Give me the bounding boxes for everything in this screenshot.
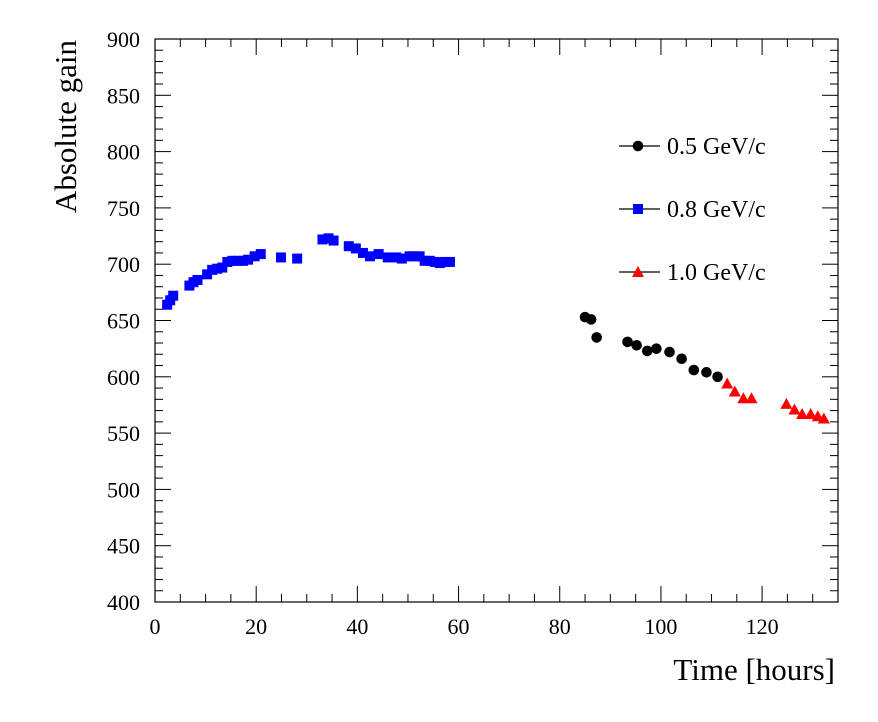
- y-tick-label: 500: [107, 477, 140, 502]
- data-point: [651, 343, 662, 354]
- data-point: [255, 249, 266, 260]
- data-point: [429, 256, 440, 267]
- x-tick-label: 20: [245, 614, 267, 639]
- data-point: [373, 249, 384, 260]
- data-point: [817, 412, 830, 424]
- data-point: [365, 251, 376, 262]
- data-point: [396, 253, 407, 264]
- data-point: [721, 377, 734, 389]
- legend-marker: [632, 140, 644, 152]
- data-point: [232, 255, 243, 266]
- data-point: [424, 255, 435, 266]
- data-point: [712, 371, 723, 383]
- data-point: [444, 256, 455, 267]
- data-point: [780, 397, 793, 409]
- legend-label: 0.8 GeV/c: [667, 197, 766, 223]
- legend-label: 0.5 GeV/c: [667, 134, 766, 160]
- data-point: [323, 233, 334, 244]
- x-tick-label: 40: [346, 614, 368, 639]
- data-points: [162, 233, 830, 424]
- data-point: [641, 345, 653, 357]
- y-tick-label: 850: [107, 83, 140, 108]
- data-point: [202, 269, 213, 280]
- data-point: [168, 290, 179, 301]
- series-triangle: [721, 377, 830, 424]
- x-axis: 0 20 40 60 80 100 120: [150, 39, 839, 639]
- data-point: [631, 339, 642, 351]
- legend-marker: [632, 266, 644, 277]
- data-point: [382, 252, 393, 263]
- data-point: [591, 332, 602, 343]
- x-tick-label: 100: [644, 614, 677, 639]
- y-tick-label: 450: [107, 534, 140, 559]
- y-tick-label: 750: [107, 196, 140, 221]
- data-point: [419, 255, 430, 266]
- data-point: [238, 255, 249, 266]
- data-point: [343, 241, 354, 252]
- data-point: [728, 385, 741, 397]
- x-axis-label: Time [hours]: [673, 652, 835, 687]
- data-point: [804, 407, 817, 419]
- data-point: [207, 264, 218, 275]
- legend-label: 1.0 GeV/c: [667, 260, 766, 286]
- y-tick-label: 800: [107, 140, 140, 165]
- plot-frame: [154, 38, 839, 603]
- data-point: [222, 256, 233, 267]
- legend-marker: [633, 204, 643, 214]
- data-point: [243, 254, 254, 265]
- y-tick-label: 700: [107, 252, 140, 277]
- data-point: [317, 234, 328, 245]
- y-tick-label: 400: [107, 590, 140, 615]
- y-axis: 400 450 500 550 600 650 700 750 800 850 900: [107, 27, 838, 615]
- data-point: [404, 251, 415, 262]
- data-point: [439, 256, 450, 267]
- legend: 0.5 GeV/c 0.8 GeV/c 1.0 GeV/c: [619, 134, 766, 286]
- data-point: [192, 274, 203, 285]
- data-point: [227, 255, 238, 266]
- data-point: [737, 392, 750, 404]
- data-point: [688, 364, 700, 376]
- x-tick-label: 0: [150, 614, 161, 639]
- data-point: [391, 252, 402, 263]
- data-point: [212, 263, 223, 274]
- data-point: [249, 251, 260, 262]
- series-circle: [579, 311, 723, 383]
- y-tick-label: 600: [107, 365, 140, 390]
- data-point: [622, 336, 633, 348]
- series-square: [162, 233, 455, 310]
- data-point: [275, 252, 286, 263]
- data-point: [217, 262, 228, 273]
- data-point: [434, 258, 445, 269]
- x-tick-label: 60: [448, 614, 470, 639]
- data-point: [414, 251, 425, 262]
- y-tick-label: 550: [107, 421, 140, 446]
- y-tick-label: 650: [107, 309, 140, 334]
- data-point: [585, 314, 597, 325]
- y-axis-label: Absolute gain: [48, 40, 83, 214]
- data-point: [357, 247, 368, 258]
- y-tick-label: 900: [107, 27, 140, 52]
- data-point: [409, 251, 420, 262]
- x-tick-label: 120: [746, 614, 779, 639]
- data-point: [328, 235, 339, 246]
- x-tick-label: 80: [549, 614, 571, 639]
- data-point: [745, 392, 758, 404]
- data-point: [701, 366, 712, 378]
- data-point: [796, 407, 809, 419]
- data-point: [664, 346, 675, 358]
- data-point: [788, 403, 801, 415]
- data-point: [350, 243, 361, 254]
- data-point: [292, 253, 303, 264]
- data-point: [676, 353, 687, 365]
